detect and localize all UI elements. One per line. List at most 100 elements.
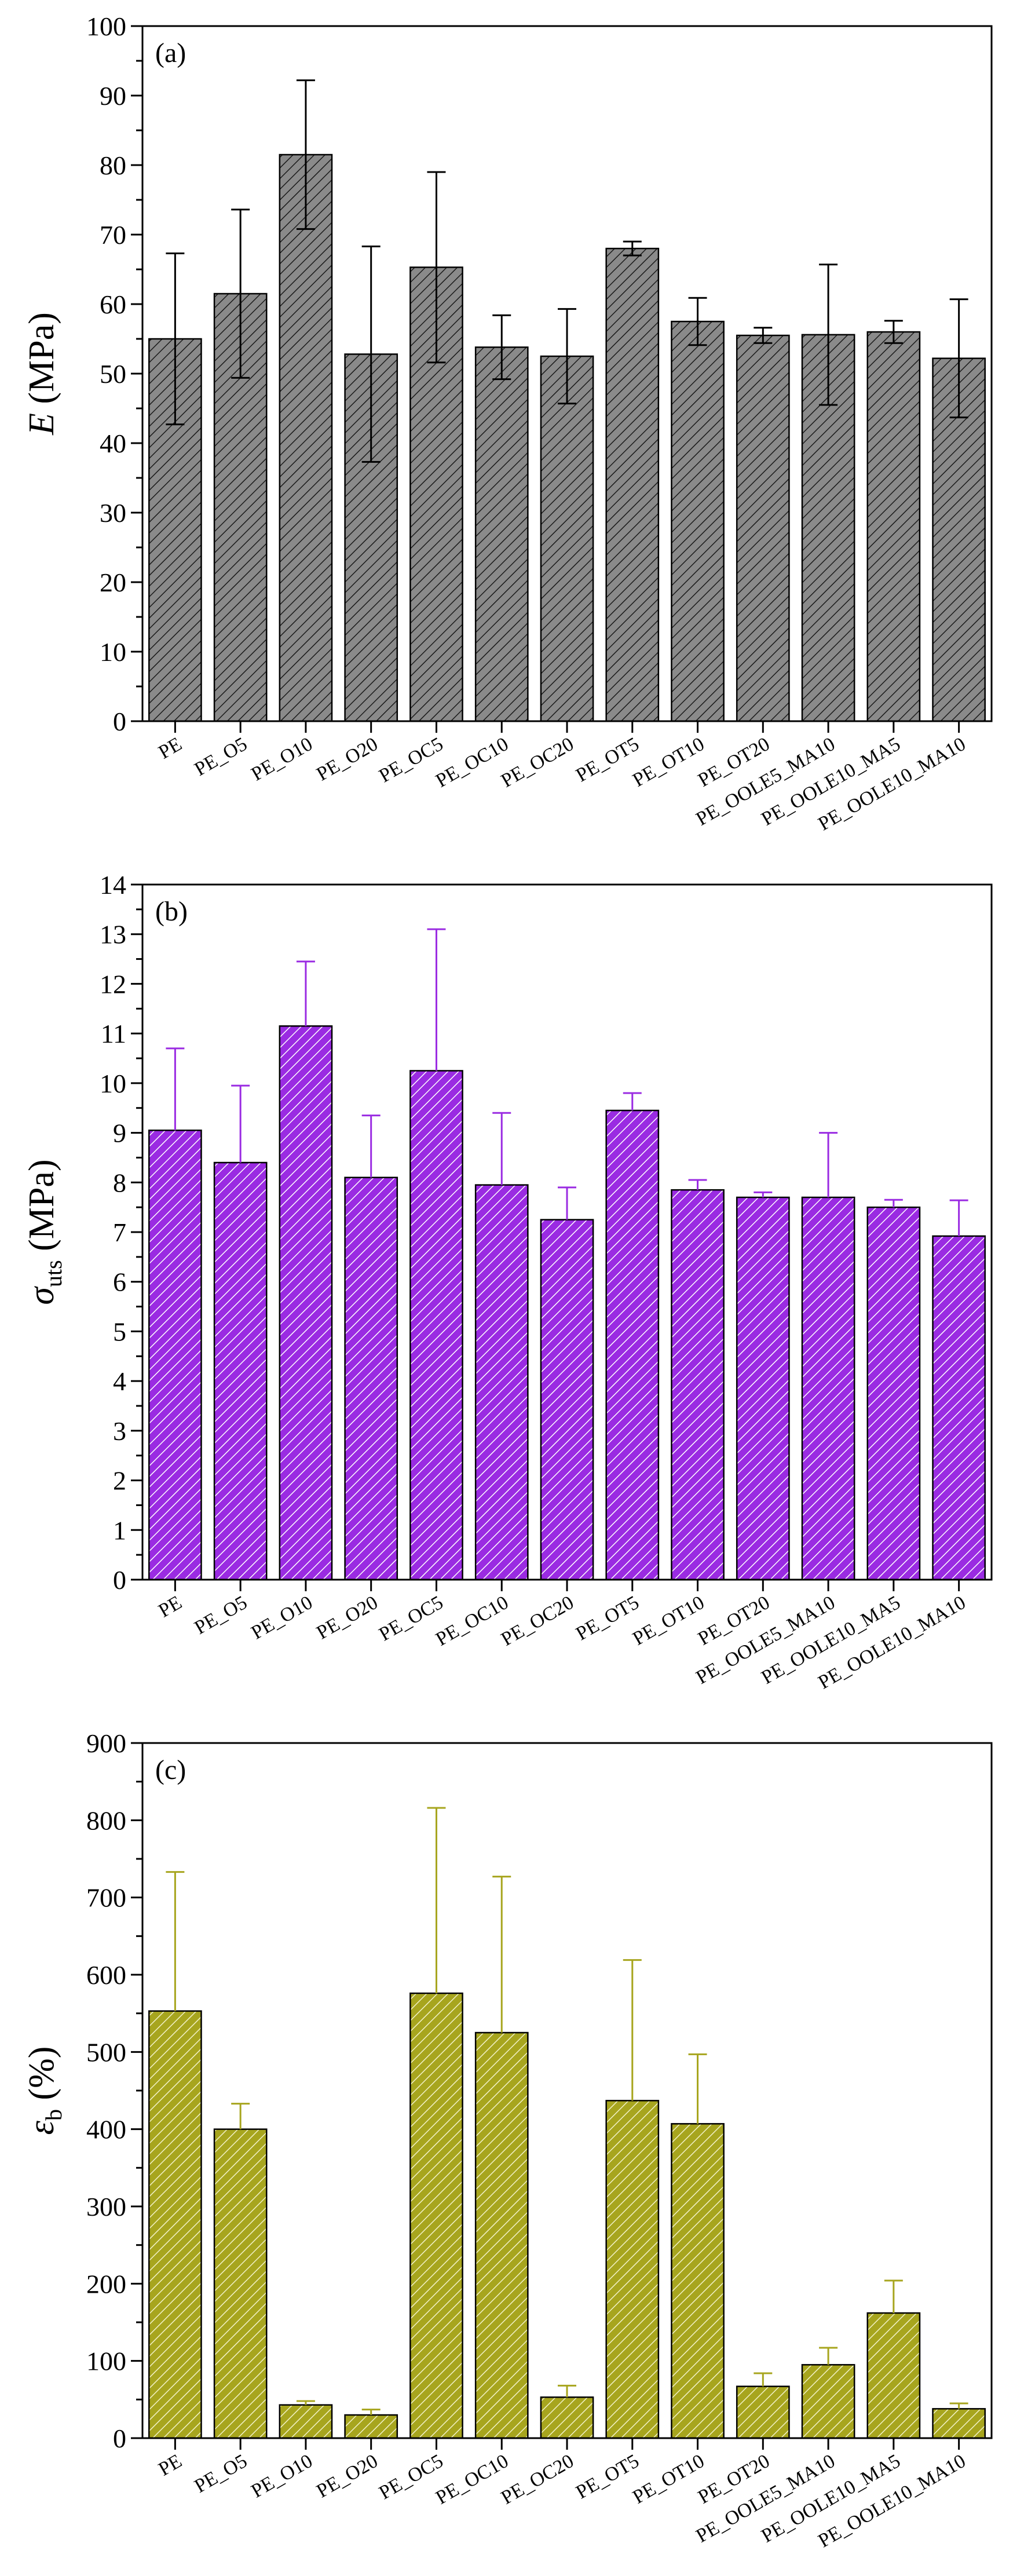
- bar-a-PE_O10: [279, 154, 333, 722]
- bar-b-PE_OC10: [474, 1184, 529, 1581]
- x-tick-label-a-PE_O20: PE_O20: [313, 733, 381, 785]
- bar-a-PE_OC20: [540, 355, 594, 722]
- x-tick-label-c-PE_OT10: PE_OT10: [629, 2450, 708, 2508]
- error-bar-a-PE_OT5: [623, 240, 642, 257]
- error-bar-a-PE_O10: [296, 79, 315, 230]
- plot-frame-c: [141, 1742, 993, 2439]
- y-tick-label-c: 600: [86, 1960, 126, 1990]
- panel-label-a: (a): [155, 38, 186, 68]
- y-tick-label-a: 50: [100, 359, 126, 389]
- x-tick-label-c-PE_OC10: PE_OC10: [432, 2450, 512, 2509]
- error-bar-c-PE_OOLE5_MA10: [819, 2347, 838, 2365]
- x-tick-label-b-PE_OC20: PE_OC20: [498, 1592, 577, 1650]
- error-bar-c-PE_O10: [296, 2400, 315, 2405]
- bar-c-PE: [148, 2010, 202, 2439]
- bar-a-PE_OC10: [474, 346, 529, 722]
- y-tick-label-b: 9: [113, 1119, 126, 1148]
- y-tick-label-b: 14: [100, 870, 126, 900]
- y-axis-label-unit: (MPa): [22, 1159, 61, 1260]
- x-tick-label-b-PE_O5: PE_O5: [191, 1592, 251, 1639]
- y-axis-label-symbol: ε: [22, 2120, 61, 2135]
- y-axis-label-c: εb (%): [22, 2047, 67, 2135]
- error-bar-c-PE_O5: [231, 2103, 250, 2129]
- error-bar-c-PE_O20: [361, 2409, 381, 2415]
- bar-b-PE_OT5: [605, 1109, 660, 1581]
- error-bar-b-PE_OOLE5_MA10: [819, 1132, 838, 1197]
- y-axis-label-subscript: b: [41, 2109, 67, 2121]
- chart-panel-c: 0 100 200 300 400 500 600 700 800 900 PE PE_O5PE_O1…: [22, 1729, 993, 2552]
- y-axis-label-unit: (MPa): [22, 312, 61, 413]
- error-bar-b-PE_OOLE10_MA10: [949, 1199, 968, 1236]
- y-tick-label-c: 400: [86, 2115, 126, 2144]
- y-tick-label-b: 10: [100, 1069, 126, 1098]
- bar-b-PE_OOLE10_MA5: [866, 1206, 921, 1581]
- y-tick-label-a: 60: [100, 290, 126, 319]
- y-axis-label-symbol: E: [22, 413, 61, 436]
- bar-c-PE_OOLE5_MA10: [801, 2364, 855, 2439]
- bar-c-PE_OOLE10_MA10: [932, 2408, 986, 2439]
- y-axis-label-b: σuts (MPa): [22, 1159, 67, 1305]
- x-tick-label-b-PE: PE: [155, 1592, 186, 1622]
- error-bar-b-PE: [166, 1047, 185, 1131]
- x-tick-label-c-PE: PE: [155, 2450, 186, 2480]
- x-tick-label-a-PE_OC20: PE_OC20: [498, 733, 577, 792]
- bar-b-PE: [148, 1130, 202, 1581]
- error-bar-c-PE_OC20: [558, 2384, 576, 2398]
- y-tick-label-b: 11: [101, 1019, 126, 1048]
- bar-c-PE_O10: [279, 2404, 333, 2439]
- y-tick-label-b: 0: [113, 1565, 126, 1595]
- bar-c-PE_OOLE10_MA5: [866, 2312, 921, 2439]
- error-bar-c-PE_OT20: [754, 2372, 773, 2387]
- bar-c-PE_O20: [344, 2414, 398, 2439]
- x-tick-label-c-PE_O20: PE_O20: [313, 2450, 381, 2502]
- y-tick-label-c: 100: [86, 2347, 126, 2376]
- bar-b-PE_O10: [279, 1025, 333, 1581]
- bar-c-PE_OT5: [605, 2100, 660, 2439]
- bar-b-PE_O5: [213, 1161, 268, 1581]
- y-tick-label-b: 12: [100, 969, 126, 999]
- x-tick-label-a-PE_OT10: PE_OT10: [629, 733, 708, 791]
- y-tick-label-a: 40: [100, 429, 126, 458]
- error-bar-a-PE_OT10: [688, 297, 707, 346]
- error-bar-b-PE_OOLE10_MA5: [884, 1199, 903, 1208]
- error-bar-c-PE: [166, 1871, 185, 2011]
- error-bar-b-PE_O5: [231, 1084, 250, 1163]
- bar-c-PE_OC10: [474, 2031, 529, 2439]
- error-bar-b-PE_OC20: [558, 1186, 576, 1220]
- y-tick-label-b: 5: [113, 1317, 126, 1346]
- y-tick-label-b: 3: [113, 1416, 126, 1446]
- bar-b-PE_O20: [344, 1176, 398, 1581]
- error-bar-c-PE_OC10: [492, 1876, 511, 2033]
- bar-a-PE_OOLE10_MA5: [866, 331, 921, 722]
- panel-label-c: (c): [155, 1755, 186, 1785]
- error-bar-a-PE_OT20: [754, 327, 773, 344]
- y-tick-label-a: 0: [113, 707, 126, 736]
- y-axis-label-symbol: σ: [22, 1286, 61, 1305]
- x-tick-label-b-PE_OC10: PE_OC10: [432, 1592, 512, 1650]
- error-bar-a-PE_O20: [361, 245, 381, 463]
- y-axis-label-unit: (%): [22, 2047, 61, 2109]
- y-tick-label-a: 20: [100, 568, 126, 597]
- y-tick-label-b: 8: [113, 1168, 126, 1197]
- bar-c-PE_OC5: [409, 1992, 463, 2439]
- bar-a-PE_OT5: [605, 247, 660, 722]
- error-bar-a-PE_OOLE10_MA5: [884, 320, 903, 344]
- error-bar-a-PE_OOLE5_MA10: [819, 264, 838, 406]
- y-tick-label-b: 2: [113, 1466, 126, 1496]
- error-bar-c-PE_OOLE10_MA10: [949, 2402, 968, 2409]
- x-tick-label-c-PE_OC20: PE_OC20: [498, 2450, 577, 2509]
- error-bar-a-PE_O5: [231, 209, 250, 379]
- y-tick-label-c: 0: [113, 2424, 126, 2453]
- y-tick-label-a: 10: [100, 637, 126, 667]
- y-tick-label-a: 70: [100, 220, 126, 250]
- error-bar-b-PE_OT5: [623, 1092, 642, 1110]
- chart-panel-a: 0 10 20 30 40 50 60 70 80 90 100 PE PE_O5PE_O10PE_O2…: [22, 12, 993, 835]
- bar-a-PE_OT20: [736, 334, 790, 722]
- y-tick-label-b: 4: [113, 1366, 126, 1396]
- x-tick-label-b-PE_O10: PE_O10: [248, 1592, 316, 1644]
- bar-b-PE_OC5: [409, 1070, 463, 1581]
- error-bar-c-PE_OT10: [688, 2053, 707, 2124]
- y-tick-label-c: 800: [86, 1806, 126, 1835]
- y-tick-label-a: 80: [100, 151, 126, 180]
